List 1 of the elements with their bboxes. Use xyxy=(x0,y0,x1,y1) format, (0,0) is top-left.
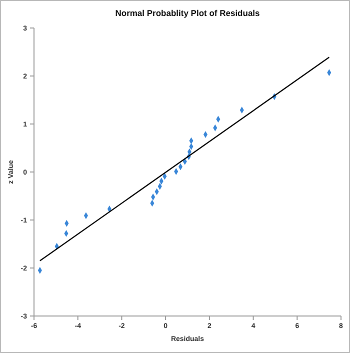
chart-title: Normal Probablity Plot of Residuals xyxy=(115,8,260,18)
